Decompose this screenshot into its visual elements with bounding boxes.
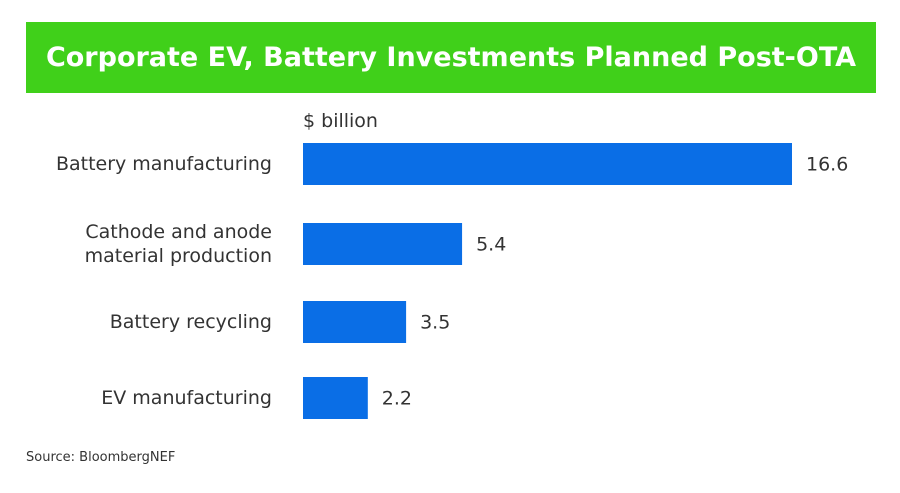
value-label: 16.6 — [806, 154, 848, 176]
title-banner — [26, 22, 876, 93]
value-label: 5.4 — [476, 234, 506, 256]
category-label: EV manufacturing — [101, 387, 272, 409]
unit-label: $ billion — [303, 110, 378, 132]
value-label: 2.2 — [382, 388, 412, 410]
category-label: Cathode and anode material production — [84, 221, 272, 267]
value-label: 3.5 — [420, 312, 450, 334]
bar — [303, 223, 463, 265]
bar — [303, 143, 792, 185]
chart-title: Corporate EV, Battery Investments Planne… — [45, 42, 857, 73]
bar — [303, 377, 368, 419]
bar — [303, 301, 407, 343]
category-label: Battery recycling — [109, 311, 272, 333]
category-label: Battery manufacturing — [55, 153, 272, 175]
source: Source: BloombergNEF — [26, 450, 176, 465]
